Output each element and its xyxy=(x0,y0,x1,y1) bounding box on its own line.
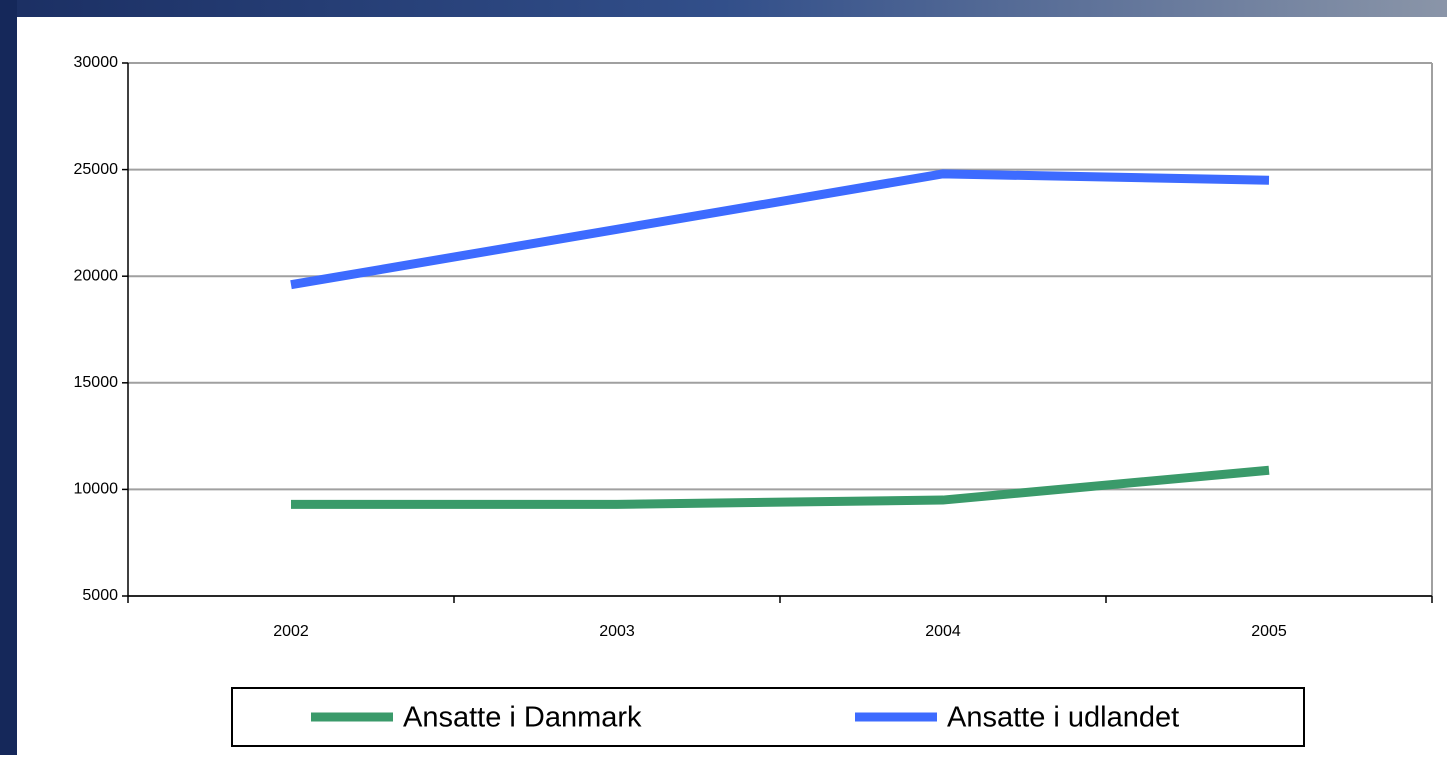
y-tick-label: 25000 xyxy=(74,161,119,178)
x-tick-label: 2002 xyxy=(273,623,309,640)
x-tick-label: 2004 xyxy=(925,623,961,640)
y-tick-label: 30000 xyxy=(74,54,119,71)
chart: 5000 10000 15000 20000 25000 30000 2002 2003 200… xyxy=(0,0,1447,755)
legend-label: Ansatte i Danmark xyxy=(403,702,642,734)
background xyxy=(0,0,1447,755)
slide-left-band xyxy=(0,0,17,755)
legend-label: Ansatte i udlandet xyxy=(947,702,1179,734)
x-tick-label: 2003 xyxy=(599,623,635,640)
y-tick-label: 15000 xyxy=(74,374,119,391)
x-tick-label: 2005 xyxy=(1251,623,1287,640)
y-tick-label: 20000 xyxy=(74,267,119,284)
y-tick-label: 5000 xyxy=(82,587,118,604)
slide-top-band xyxy=(0,0,1447,17)
y-tick-label: 10000 xyxy=(74,481,119,498)
